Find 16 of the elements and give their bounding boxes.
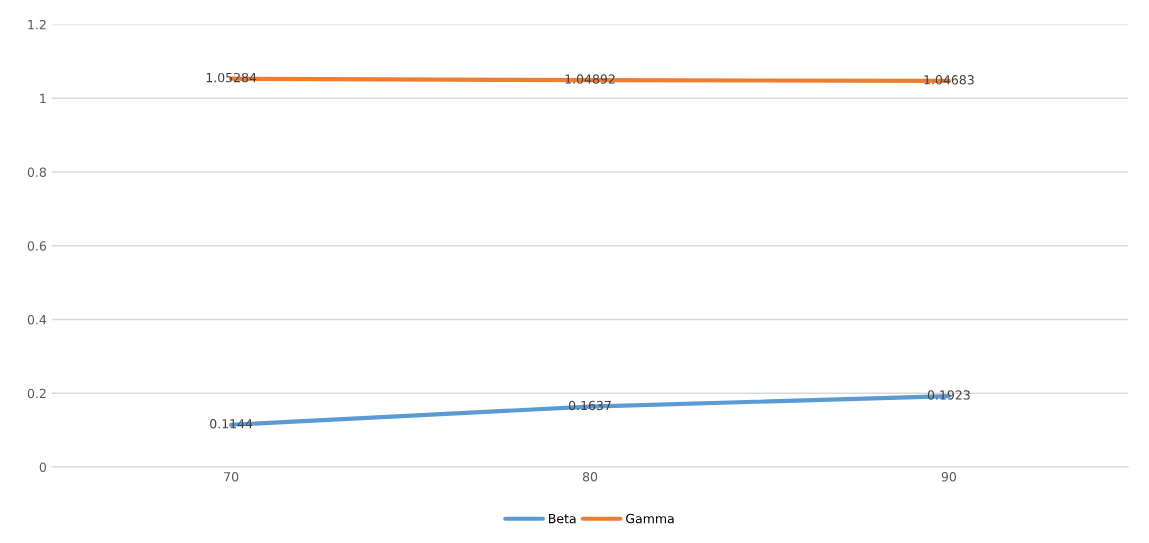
data-label: 1.05284 xyxy=(206,72,257,83)
data-label: 0.1144 xyxy=(210,418,253,429)
y-tick-label: 0.4 xyxy=(27,314,47,325)
data-label: 0.1923 xyxy=(927,390,970,400)
data-label: 1.04683 xyxy=(924,75,974,85)
y-tick-label: 0.6 xyxy=(27,241,47,251)
y-tick-label: 1 xyxy=(40,93,46,103)
y-tick-label: 1.2 xyxy=(28,19,46,30)
x-tick-label: 90 xyxy=(941,472,957,482)
y-tick-label: 0 xyxy=(39,462,47,472)
x-tick-label: 70 xyxy=(224,472,239,482)
x-tick-label: 80 xyxy=(582,472,598,482)
y-tick-label: 0.2 xyxy=(27,388,46,399)
legend-label: Gamma xyxy=(626,513,674,524)
legend-label: Beta xyxy=(549,514,576,524)
y-tick-label: 0.8 xyxy=(27,167,46,177)
